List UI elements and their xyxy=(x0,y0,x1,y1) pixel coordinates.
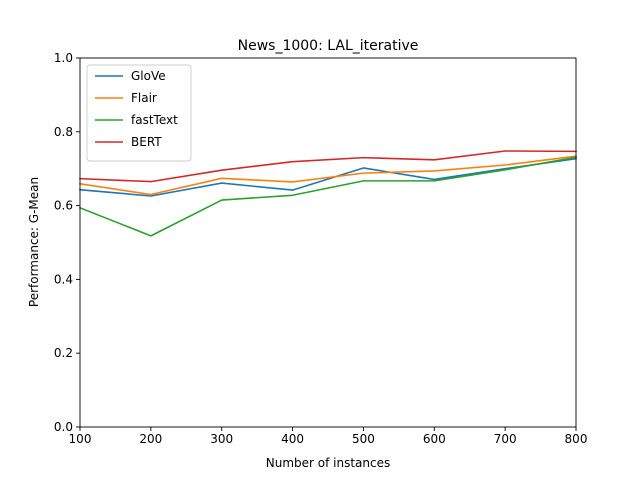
x-axis-label: Number of instances xyxy=(266,456,391,470)
legend-label-fasttext: fastText xyxy=(131,113,178,127)
y-axis-label: Performance: G-Mean xyxy=(27,177,41,307)
series-line-bert xyxy=(79,150,577,183)
series-line-fasttext xyxy=(78,156,577,237)
legend-label-glove: GloVe xyxy=(131,69,166,83)
legend-label-flair: Flair xyxy=(131,91,157,105)
y-tick-label: 0.0 xyxy=(54,420,73,434)
x-tick-label: 500 xyxy=(352,432,375,446)
y-tick-label: 0.2 xyxy=(54,346,73,360)
y-tick-label: 0.8 xyxy=(54,125,73,139)
series-line-flair xyxy=(79,155,577,196)
chart-title: News_1000: LAL_iterative xyxy=(238,38,419,54)
y-tick-label: 0.6 xyxy=(54,199,73,213)
y-tick-label: 1.0 xyxy=(54,51,73,65)
x-tick-label: 400 xyxy=(281,432,304,446)
x-tick-label: 300 xyxy=(210,432,233,446)
x-tick-label: 800 xyxy=(565,432,588,446)
x-tick-label: 100 xyxy=(69,432,92,446)
x-tick-label: 200 xyxy=(139,432,162,446)
x-tick-label: 700 xyxy=(494,432,517,446)
legend-label-bert: BERT xyxy=(131,135,162,149)
plot-area xyxy=(78,150,577,237)
axes: 100 200 300 400 500 600 700 800 0.0 0.2 0.4 0.6 0.8 1… xyxy=(54,51,588,446)
axes-frame xyxy=(79,57,577,428)
y-tick-label: 0.4 xyxy=(54,272,73,286)
series-line-glove xyxy=(79,157,577,197)
legend-box xyxy=(86,64,192,162)
x-tick-label: 600 xyxy=(423,432,446,446)
legend: GloVe Flair fastText BERT xyxy=(86,64,192,162)
